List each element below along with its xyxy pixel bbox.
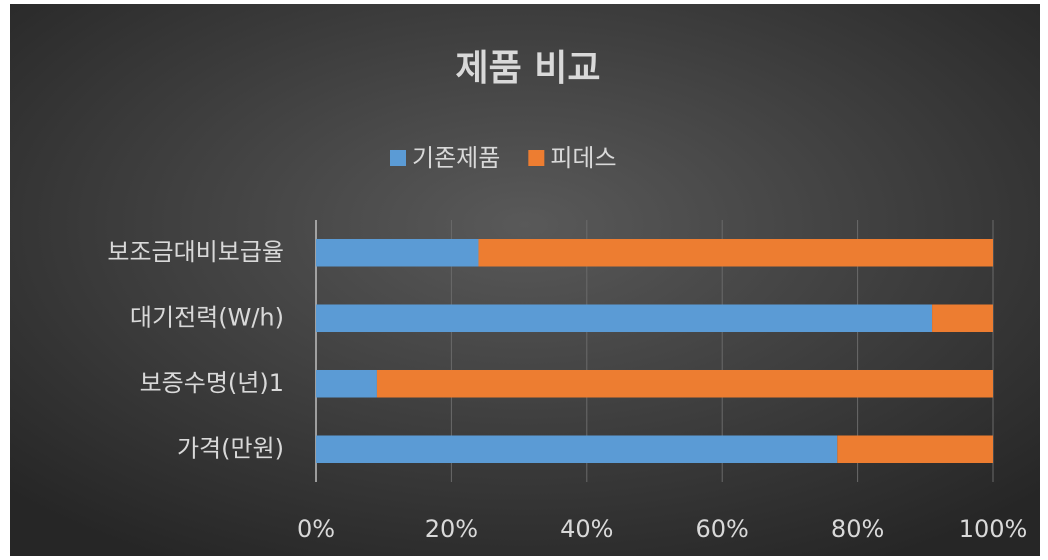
chart-title: 제품 비교 (455, 48, 600, 89)
legend-swatch (528, 150, 545, 166)
y-tick-label: 보조금대비보급율 (107, 238, 284, 266)
bar (316, 238, 479, 267)
x-tick-label: 60% (696, 515, 749, 543)
bar (478, 238, 994, 267)
bar (316, 435, 838, 464)
x-tick-label: 40% (560, 515, 613, 543)
y-tick-label: 대기전력(W/h) (130, 303, 284, 331)
bar (376, 369, 993, 398)
bar (837, 435, 993, 464)
y-tick-label: 가격(만원) (177, 434, 284, 462)
legend-swatch (390, 150, 406, 166)
bar (316, 369, 377, 398)
legend-label: 기존제품 (412, 144, 500, 172)
bar (932, 304, 993, 333)
x-tick-label: 20% (425, 515, 478, 543)
legend-label: 피데스 (550, 144, 616, 172)
x-tick-label: 100% (959, 515, 1028, 543)
x-tick-label: 0% (297, 515, 335, 543)
y-tick-label: 보증수명(년)1 (140, 369, 284, 397)
bar (316, 304, 933, 333)
chart-background (10, 4, 1040, 556)
x-tick-label: 80% (831, 515, 884, 543)
